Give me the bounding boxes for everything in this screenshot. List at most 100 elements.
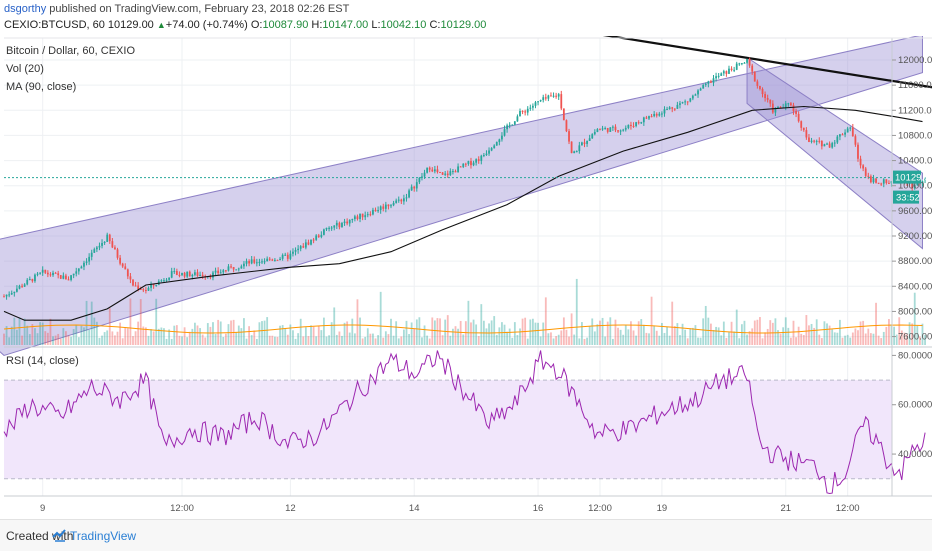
volume-bar <box>351 318 354 345</box>
volume-bar <box>916 325 919 345</box>
volume-bar <box>802 335 805 345</box>
volume-bar <box>57 333 60 345</box>
volume-bar <box>320 330 323 345</box>
rsi-tick-label: 40.0000 <box>898 449 932 460</box>
candle-body <box>46 272 49 275</box>
candle-body <box>186 271 189 277</box>
volume-bar <box>240 328 243 345</box>
chart-header: dsgorthy published on TradingView.com, F… <box>0 0 932 36</box>
volume-bar <box>771 322 774 345</box>
volume-bar <box>751 328 754 345</box>
candle-body <box>338 222 341 228</box>
candle-body <box>36 273 39 275</box>
ascending-channel[interactable] <box>0 36 923 356</box>
candle-body <box>797 113 800 122</box>
y-tick-label: 8000.00 <box>898 306 932 317</box>
candle-body <box>21 285 23 287</box>
candle-body <box>77 268 80 272</box>
volume-bar <box>815 319 818 345</box>
volume-bar <box>913 292 916 345</box>
candle-body <box>304 242 307 248</box>
candle-body <box>23 284 26 287</box>
candle-body <box>604 128 607 130</box>
candle-body <box>284 254 287 256</box>
candle-body <box>147 287 150 291</box>
volume-bar <box>335 334 338 345</box>
price-axis[interactable]: 7600.00 8000.00 8400.00 8800.00 9200.00 9600.… <box>892 55 932 460</box>
candle-body <box>361 213 364 218</box>
candle-body <box>90 252 93 257</box>
volume-bar <box>175 325 178 345</box>
volume-bar <box>498 327 501 345</box>
volume-bar <box>274 336 276 345</box>
volume-bar <box>150 329 152 345</box>
candle-body <box>684 101 687 103</box>
volume-bar <box>722 321 725 345</box>
candle-body <box>235 269 238 271</box>
volume-bar <box>820 338 823 345</box>
rsi-tick-label: 60.0000 <box>898 400 932 411</box>
volume-bar <box>70 336 72 345</box>
candle-body <box>470 161 472 166</box>
candle-body <box>818 140 821 142</box>
volume-bar <box>611 338 614 345</box>
time-axis[interactable]: 9 12:00 12 14 16 12:00 19 21 12:00 <box>40 503 859 514</box>
candle-body <box>513 121 516 125</box>
legend-title: Bitcoin / Dollar, 60, CEXIO <box>6 45 135 57</box>
tradingview-link[interactable]: TradingView <box>70 529 137 543</box>
candle-body <box>857 144 859 159</box>
candle-body <box>882 179 885 184</box>
price-chart[interactable]: 7600.00 8000.00 8400.00 8800.00 9200.00 9600.… <box>0 36 932 519</box>
candle-body <box>485 153 488 156</box>
y-tick-label: 7600.00 <box>898 332 932 343</box>
trend-line[interactable] <box>602 36 932 154</box>
candle-body <box>815 140 818 142</box>
volume-bar <box>397 338 400 345</box>
candle-body <box>885 179 888 183</box>
volume-bar <box>286 334 289 345</box>
candle-body <box>679 103 681 105</box>
candle-body <box>134 285 137 287</box>
candle-body <box>805 130 808 138</box>
candle-body <box>720 73 723 76</box>
volume-bar <box>581 322 583 345</box>
legend-vol: Vol (20) <box>6 63 44 75</box>
candle-body <box>864 168 867 176</box>
volume-bar <box>882 331 885 345</box>
volume-bar <box>129 298 132 345</box>
candle-body <box>655 113 658 116</box>
volume-bar <box>777 330 779 345</box>
candle-body <box>155 284 158 286</box>
volume-bar <box>395 321 398 345</box>
volume-bar <box>289 324 292 345</box>
candle-body <box>557 94 560 97</box>
candle-body <box>255 262 258 264</box>
candle-body <box>405 197 408 199</box>
candle-body <box>212 272 214 278</box>
candle-body <box>609 127 612 132</box>
volume-bar <box>650 296 653 345</box>
candle-body <box>784 103 787 108</box>
candle-body <box>224 270 227 272</box>
candle-body <box>426 167 429 173</box>
candle-body <box>353 216 356 220</box>
volume-bar <box>642 324 645 345</box>
candle-body <box>101 242 103 246</box>
volume-bar <box>544 297 547 345</box>
volume-bar <box>810 323 813 345</box>
volume-bar <box>759 317 761 345</box>
volume-bar <box>39 322 42 345</box>
volume-bar <box>119 322 121 345</box>
candle-body <box>820 140 823 147</box>
author-link[interactable]: dsgorthy <box>4 3 47 15</box>
candle-body <box>635 122 637 127</box>
candle-body <box>83 262 85 267</box>
volume-bar <box>121 338 124 345</box>
volume-bar <box>805 315 808 345</box>
volume-bar <box>787 327 790 345</box>
candle-body <box>841 134 844 136</box>
candle-body <box>418 177 421 183</box>
candle-body <box>495 142 498 146</box>
volume-bar <box>673 326 676 345</box>
volume-bar <box>560 330 563 345</box>
